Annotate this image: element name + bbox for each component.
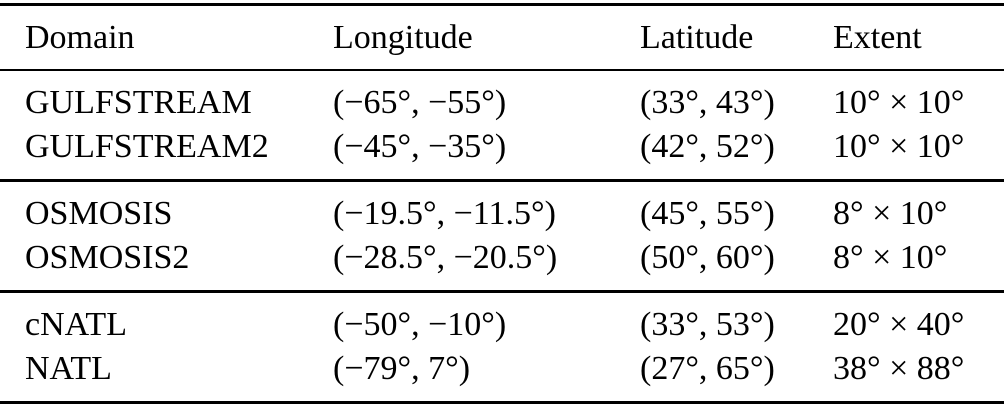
cell-longitude: (−19.5°, −11.5°)	[333, 195, 556, 232]
cell-domain: GULFSTREAM	[25, 84, 252, 121]
cell-longitude: (−79°, 7°)	[333, 350, 471, 387]
cell-longitude: (−50°, −10°)	[333, 306, 507, 343]
table-row: NATL (−79°, 7°) (27°, 65°) 38° × 88°	[0, 347, 1004, 391]
header-rule	[0, 69, 1004, 71]
table-row: GULFSTREAM (−65°, −55°) (33°, 43°) 10° ×…	[0, 81, 1004, 125]
cell-domain: OSMOSIS	[25, 195, 173, 232]
cell-domain: cNATL	[25, 306, 127, 343]
cell-extent: 20° × 40°	[833, 306, 965, 343]
table-row: OSMOSIS2 (−28.5°, −20.5°) (50°, 60°) 8° …	[0, 236, 1004, 280]
cell-longitude: (−65°, −55°)	[333, 84, 507, 121]
top-rule	[0, 3, 1004, 6]
cell-domain: NATL	[25, 350, 112, 387]
cell-latitude: (45°, 55°)	[640, 195, 775, 232]
cell-extent: 38° × 88°	[833, 350, 965, 387]
cell-latitude: (33°, 43°)	[640, 84, 775, 121]
cell-latitude: (42°, 52°)	[640, 128, 775, 165]
cell-extent: 8° × 10°	[833, 195, 948, 232]
group-gulfstream: GULFSTREAM (−65°, −55°) (33°, 43°) 10° ×…	[0, 71, 1004, 179]
column-header-latitude: Latitude	[640, 19, 754, 56]
group-natl: cNATL (−50°, −10°) (33°, 53°) 20° × 40° …	[0, 293, 1004, 401]
group-separator-rule	[0, 290, 1004, 293]
bottom-rule	[0, 401, 1004, 404]
column-header-longitude: Longitude	[333, 19, 473, 56]
table-header-row: Domain Longitude Latitude Extent	[0, 6, 1004, 69]
cell-domain: GULFSTREAM2	[25, 128, 269, 165]
cell-domain: OSMOSIS2	[25, 239, 190, 276]
cell-latitude: (50°, 60°)	[640, 239, 775, 276]
cell-latitude: (27°, 65°)	[640, 350, 775, 387]
table-row: cNATL (−50°, −10°) (33°, 53°) 20° × 40°	[0, 303, 1004, 347]
cell-extent: 10° × 10°	[833, 84, 965, 121]
table-row: GULFSTREAM2 (−45°, −35°) (42°, 52°) 10° …	[0, 125, 1004, 169]
column-header-domain: Domain	[25, 19, 135, 56]
column-header-extent: Extent	[833, 19, 922, 56]
cell-latitude: (33°, 53°)	[640, 306, 775, 343]
cell-longitude: (−45°, −35°)	[333, 128, 507, 165]
table-row: OSMOSIS (−19.5°, −11.5°) (45°, 55°) 8° ×…	[0, 192, 1004, 236]
group-separator-rule	[0, 179, 1004, 182]
cell-extent: 10° × 10°	[833, 128, 965, 165]
cell-extent: 8° × 10°	[833, 239, 948, 276]
cell-longitude: (−28.5°, −20.5°)	[333, 239, 558, 276]
group-osmosis: OSMOSIS (−19.5°, −11.5°) (45°, 55°) 8° ×…	[0, 182, 1004, 290]
